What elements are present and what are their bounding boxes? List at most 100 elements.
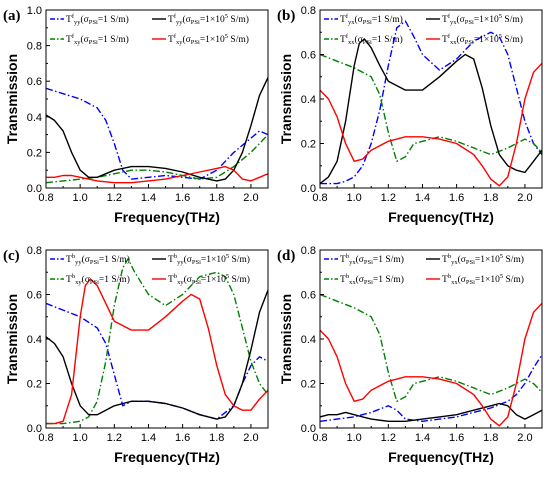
legend: Tbyy(σPSi=1 S/m) Tbxy(σPSi=1 S/m) Tbyy(σPS… [50, 253, 250, 286]
x-tick-label: 1.6 [449, 432, 464, 444]
y-axis-label: Transmission [4, 54, 20, 144]
x-tick-label: 1.2 [107, 192, 122, 204]
legend-entry: Tbyx(σPSi=1×105 S/m) [442, 253, 524, 266]
series-line-green [46, 134, 268, 184]
panel-2: 0.8 1.0 1.2 1.4 1.6 1.8 2.0 0.0 0.2 0.4 0.6 0.8 Freq… [3, 245, 269, 465]
series-group [320, 293, 542, 427]
series-line-black [320, 38, 542, 185]
y-tick-label: 0.0 [27, 183, 42, 195]
x-tick-label: 1.0 [73, 192, 88, 204]
x-tick-label: 1.0 [347, 432, 362, 444]
y-tick-label: 0.2 [301, 379, 316, 391]
legend-entry: Tfxy(σPSi=1 S/m) [66, 33, 129, 46]
series-group [320, 20, 542, 187]
panel-label: (b) [277, 8, 295, 24]
series-line-red [46, 278, 268, 425]
x-axis-label: Frequency(THz) [114, 209, 220, 225]
y-axis-label: Transmission [4, 294, 20, 384]
panel-1: 0.8 1.0 1.2 1.4 1.6 1.8 2.0 0.0 0.2 0.4 0.6 0.8 Freq… [277, 5, 543, 225]
series-group [46, 77, 268, 184]
panel-label: (c) [3, 248, 20, 264]
x-tick-label: 1.4 [141, 192, 156, 204]
y-tick-label: 0.0 [301, 423, 316, 435]
legend: Tfyy(σPSi=1 S/m) Tfxy(σPSi=1 S/m) Tfyy(σPS… [50, 13, 249, 46]
legend-entry: Tbyy(σPSi=1×105 S/m) [168, 253, 250, 266]
legend: Tfyx(σPSi=1 S/m) Tfxx(σPSi=1 S/m) Tfyx(σPS… [324, 13, 523, 46]
legend-entry: Tbyx(σPSi=1 S/m) [340, 253, 404, 266]
y-tick-label: 0.8 [301, 5, 316, 17]
series-line-green [46, 258, 268, 425]
y-tick-label: 0.6 [301, 50, 316, 62]
legend-entry: Tbxy(σPSi=1×105 S/m) [168, 273, 250, 286]
x-axis-label: Frequency(THz) [388, 449, 494, 465]
series-line-blue [46, 87, 268, 180]
y-axis-label: Transmission [278, 54, 294, 144]
legend: Tbyx(σPSi=1 S/m) Tbxx(σPSi=1 S/m) Tbyx(σPS… [324, 253, 524, 286]
y-tick-label: 0.8 [301, 245, 316, 257]
series-line-blue [320, 354, 542, 422]
series-line-black [46, 289, 268, 420]
x-tick-label: 2.0 [243, 432, 258, 444]
x-tick-label: 1.4 [415, 432, 430, 444]
x-tick-label: 1.0 [347, 192, 362, 204]
x-tick-label: 0.8 [312, 432, 327, 444]
x-tick-label: 0.8 [312, 192, 327, 204]
legend-entry: Tbyy(σPSi=1 S/m) [66, 253, 130, 266]
x-tick-label: 1.6 [175, 192, 190, 204]
x-tick-label: 1.4 [141, 432, 156, 444]
series-line-black [320, 402, 542, 422]
x-tick-label: 1.6 [449, 192, 464, 204]
series-line-blue [320, 20, 542, 185]
x-tick-label: 1.0 [73, 432, 88, 444]
series-line-red [320, 62, 542, 187]
legend-entry: Tbxx(σPSi=1 S/m) [340, 273, 404, 286]
y-tick-label: 0.8 [27, 41, 42, 53]
y-tick-label: 1.0 [27, 5, 42, 17]
legend-entry: Tfyx(σPSi=1 S/m) [340, 13, 403, 26]
series-line-black [46, 77, 268, 182]
x-axis-label: Frequency(THz) [388, 209, 494, 225]
panel-label: (d) [277, 248, 295, 264]
y-tick-label: 0.8 [27, 245, 42, 257]
x-tick-label: 1.8 [483, 192, 498, 204]
panel-label: (a) [3, 8, 21, 24]
x-tick-label: 2.0 [517, 192, 532, 204]
x-tick-label: 1.8 [209, 432, 224, 444]
y-tick-label: 0.2 [27, 379, 42, 391]
x-tick-label: 1.4 [415, 192, 430, 204]
y-tick-label: 0.4 [27, 334, 42, 346]
legend-entry: Tbxy(σPSi=1 S/m) [66, 273, 130, 286]
y-tick-label: 0.6 [301, 290, 316, 302]
y-tick-label: 0.6 [27, 290, 42, 302]
panel-0: 0.8 1.0 1.2 1.4 1.6 1.8 2.0 0.0 0.2 0.4 0.6 0.8 1.0 F… [3, 5, 269, 225]
series-line-red [320, 302, 542, 427]
y-tick-label: 0.4 [301, 94, 316, 106]
x-tick-label: 1.8 [483, 432, 498, 444]
x-tick-label: 1.2 [107, 432, 122, 444]
x-tick-label: 1.2 [381, 192, 396, 204]
series-line-red [46, 165, 268, 184]
x-tick-label: 2.0 [517, 432, 532, 444]
x-axis-label: Frequency(THz) [114, 449, 220, 465]
legend-entry: Tfyy(σPSi=1×105 S/m) [168, 13, 249, 26]
y-tick-label: 0.4 [301, 334, 316, 346]
y-tick-label: 0.0 [301, 183, 316, 195]
y-tick-label: 0.2 [301, 139, 316, 151]
x-tick-label: 2.0 [243, 192, 258, 204]
x-tick-label: 1.2 [381, 432, 396, 444]
legend-entry: Tbxx(σPSi=1×105 S/m) [442, 273, 524, 286]
legend-entry: Tfyy(σPSi=1 S/m) [66, 13, 129, 26]
x-tick-label: 0.8 [38, 192, 53, 204]
legend-entry: Tfxx(σPSi=1 S/m) [340, 33, 403, 46]
y-tick-label: 0.2 [27, 147, 42, 159]
legend-entry: Tfxy(σPSi=1×105 S/m) [168, 33, 249, 46]
y-axis-label: Transmission [278, 294, 294, 384]
y-tick-label: 0.4 [27, 112, 42, 124]
x-tick-label: 0.8 [38, 432, 53, 444]
x-tick-label: 1.8 [209, 192, 224, 204]
series-line-green [320, 293, 542, 402]
legend-entry: Tfyx(σPSi=1×105 S/m) [442, 13, 523, 26]
x-tick-label: 1.6 [175, 432, 190, 444]
